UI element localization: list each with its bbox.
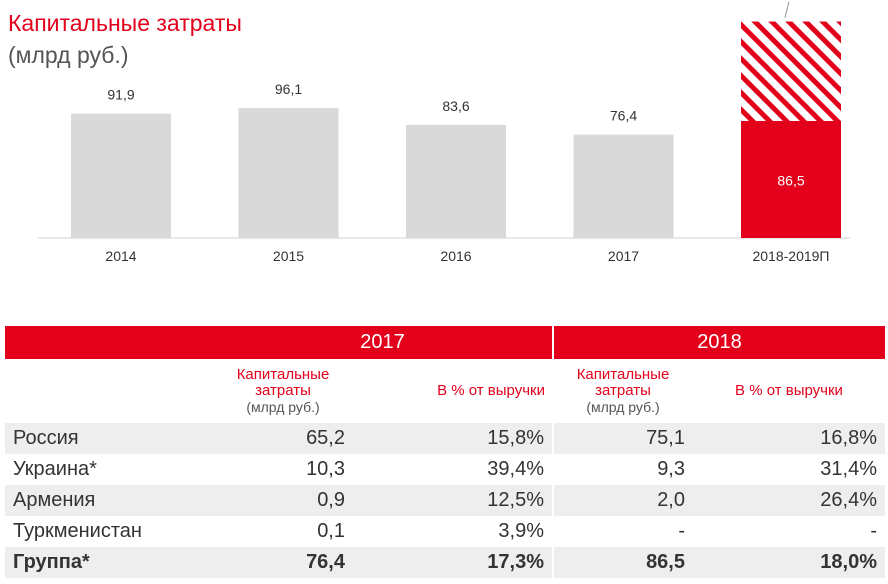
pct-2018-cell: 18,0% [693,547,885,578]
x-tick-label: 2017 [608,248,639,264]
header-capex-2017: Капитальные затраты (млрд руб.) [213,359,353,423]
capex-2018-cell: 2,0 [552,485,693,516]
table-year-header-row: 2017 2018 [5,326,885,359]
capex-2017-cell: 0,1 [317,520,345,542]
region-cell: Россия [5,423,213,454]
table-row-group-total: Группа* 76,4 17,3% 86,5 18,0% [5,547,885,578]
capex-2018-cell: - [552,516,693,547]
pct-2017-cell: 3,9% [498,520,544,542]
header-capex-2018-unit: (млрд руб.) [586,398,660,415]
bar-value-label: 91,9 [107,87,134,103]
chart-subtitle: (млрд руб.) [8,42,129,68]
header-year-2017: 2017 [213,326,553,359]
table-row-ukraine: Украина* 10,3 39,4% 9,3 31,4% [5,454,885,485]
capex-2018-cell: 75,1 [552,423,693,454]
bar-2015 [238,107,339,238]
pct-2017-cell: 17,3% [353,547,553,578]
table-row-russia: Россия 65,2 15,8% 75,1 16,8% [5,423,885,454]
region-cell: Группа* [5,547,213,578]
chart-title: Капитальные затраты [8,10,242,36]
capex-2017-cell: 76,4 [213,547,353,578]
header-pct-2017: В % от выручки [437,382,545,399]
bar-value-label: 83,6 [442,98,469,114]
table-column-header-row: Капитальные затраты (млрд руб.) В % от в… [5,359,885,423]
header-year-2018: 2018 [552,326,885,359]
bar-2016 [406,124,506,238]
pct-2017-cell: 12,5% [353,485,553,516]
region-cell: Туркменистан [13,520,142,542]
bar-2018-2019П [741,120,841,238]
x-tick-label: 2016 [440,248,471,264]
pct-2018-cell: 16,8% [693,423,885,454]
bar-forecast-hatched [741,21,841,121]
bar-value-label: 86,5 [777,172,804,188]
capex-2018-cell: 9,3 [552,454,693,485]
bar-value-label: 76,4 [610,108,637,124]
header-region-blank [5,359,213,423]
capex-2017-cell: 10,3 [306,458,345,480]
table-row-armenia: Армения 0,9 12,5% 2,0 26,4% [5,485,885,516]
header-capex-2017-line1: Капитальные [236,365,330,383]
region-cell: Украина* [13,458,97,480]
header-capex-2018: Капитальные затраты (млрд руб.) [553,359,693,423]
bar-value-label: 96,1 [275,81,302,97]
table-row-turkmenistan: Туркменистан 0,1 3,9% - - [5,516,885,547]
header-capex-2018-line2: затраты [595,381,651,399]
pct-2018-cell: 31,4% [820,458,877,480]
capex-bar-chart: 91,9201496,1201583,6201676,4201786,5~160… [38,1,850,264]
region-cell: Армения [5,485,213,516]
x-tick-label: 2014 [105,248,136,264]
capex-2017-cell: 0,9 [213,485,353,516]
bar-2014 [71,113,171,238]
header-capex-2017-line2: затраты [255,381,311,399]
pct-2018-cell: - [870,520,877,542]
bar-2017 [573,134,674,238]
total-leader-line [784,1,790,18]
header-pct-2018: В % от выручки [735,382,843,399]
pct-2018-cell: 26,4% [693,485,885,516]
x-tick-label: 2015 [273,248,304,264]
pct-2017-cell: 15,8% [353,423,553,454]
pct-2017-cell: 39,4% [487,458,544,480]
capex-2017-cell: 65,2 [213,423,353,454]
header-capex-2017-unit: (млрд руб.) [246,398,320,415]
header-blank [5,326,213,359]
x-tick-label: 2018-2019П [752,248,829,264]
capex-2018-cell: 86,5 [552,547,693,578]
capex-table: 2017 2018 Капитальные затраты (млрд руб.… [5,326,885,578]
header-capex-2018-line1: Капитальные [576,365,670,383]
